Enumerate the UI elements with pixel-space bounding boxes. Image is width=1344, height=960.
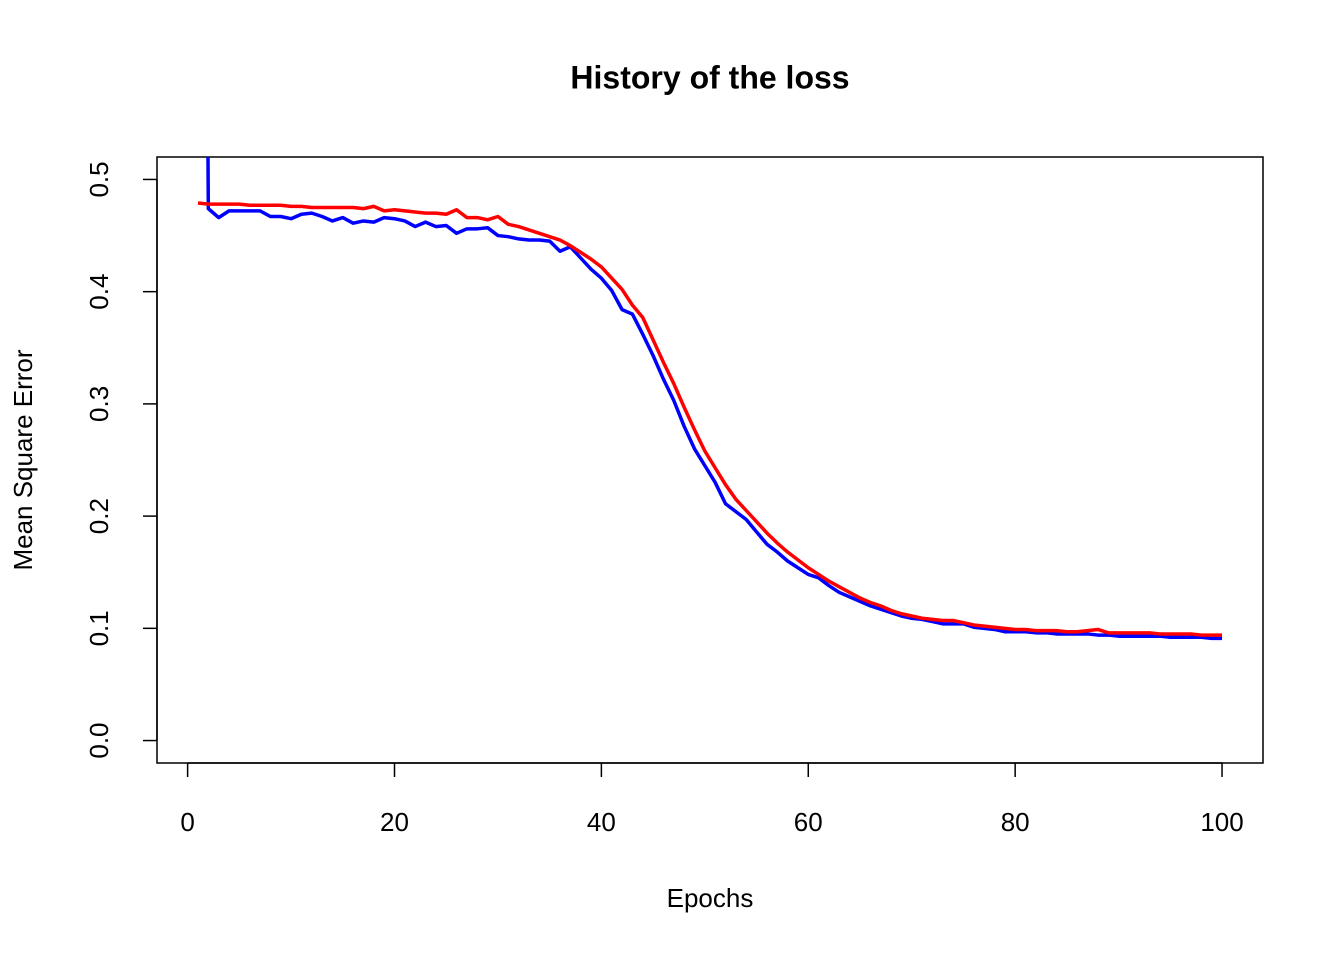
y-tick-label: 0.5 <box>84 161 114 197</box>
y-tick-label: 0.4 <box>84 274 114 310</box>
loss-line <box>197 201 1223 637</box>
x-tick-label: 60 <box>794 807 823 837</box>
x-tick-label: 0 <box>180 807 194 837</box>
x-tick-label: 40 <box>587 807 616 837</box>
x-tick-label: 80 <box>1001 807 1030 837</box>
x-tick-label: 20 <box>380 807 409 837</box>
y-tick-label: 0.0 <box>84 722 114 758</box>
y-axis-label: Mean Square Error <box>8 349 38 570</box>
y-tick-label: 0.1 <box>84 610 114 646</box>
chart-title: History of the loss <box>570 59 849 95</box>
plot-area <box>197 157 1223 641</box>
x-axis-label: Epochs <box>667 883 754 913</box>
x-tick-label: 100 <box>1200 807 1243 837</box>
y-tick-label: 0.3 <box>84 386 114 422</box>
loss-line <box>206 157 1223 641</box>
y-tick-label: 0.2 <box>84 498 114 534</box>
